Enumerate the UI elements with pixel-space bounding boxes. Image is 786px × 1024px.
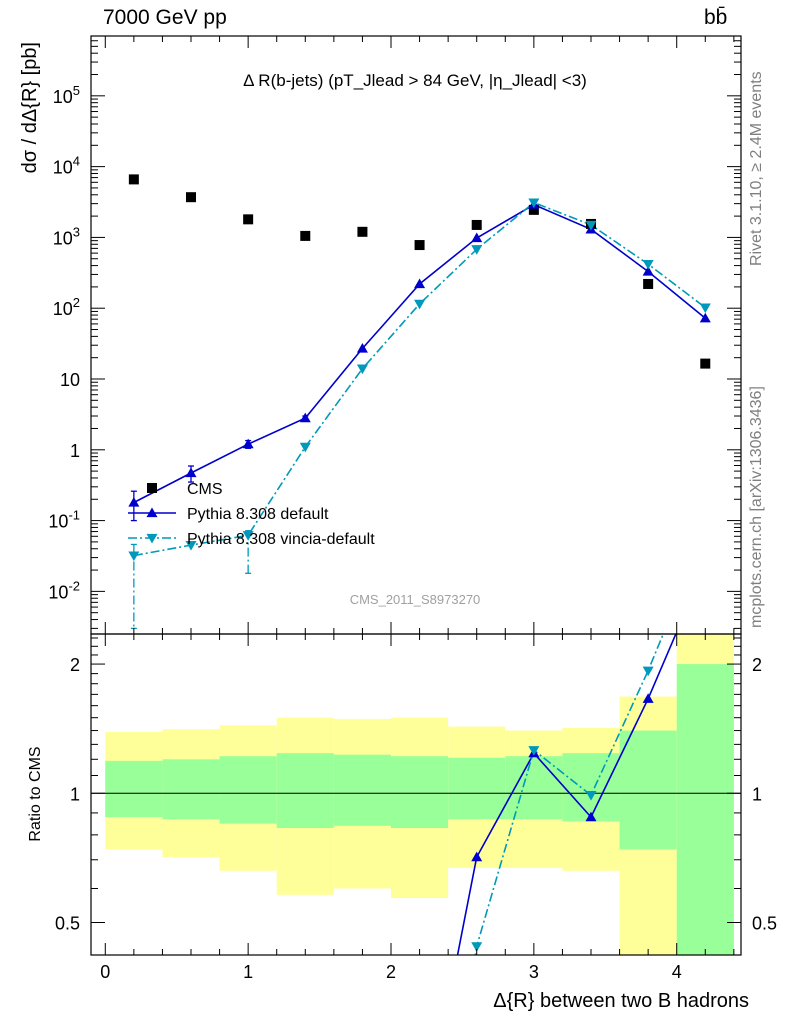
data-point-series-2 (128, 551, 140, 562)
data-point-series-2 (471, 245, 483, 255)
legend-entry-label: CMS (187, 481, 223, 498)
axes-frames (90, 35, 742, 956)
x-tick-label: 3 (529, 962, 539, 982)
ratio-y-tick-label-left: 1 (70, 784, 80, 804)
main-y-tick-label: 10-2 (48, 578, 80, 602)
ratio-point-series-0 (471, 851, 483, 862)
main-line-series-2 (133, 201, 706, 557)
ratio-point-series-1 (585, 791, 597, 801)
data-point-series-2 (185, 541, 197, 551)
data-point-series-1 (242, 438, 254, 449)
legend: CMS Pythia 8.308 default Pythia 8.308 vinc… (128, 481, 375, 548)
main-y-axis-label: dσ / dΔ{R} [pb] (19, 42, 41, 173)
ratio-point-series-1 (471, 942, 483, 952)
x-tick-label: 2 (386, 962, 396, 982)
main-y-tick-label: 10 (60, 370, 80, 390)
ratio-inner-band (562, 753, 620, 822)
legend-marker (147, 483, 157, 493)
data-point-series-0 (528, 204, 539, 215)
ratio-point-series-1 (642, 666, 654, 677)
ratio-inner-band (448, 757, 506, 820)
data-point-series-1 (414, 278, 426, 289)
data-point-series-2 (356, 364, 368, 375)
data-point-series-2 (414, 299, 426, 310)
ratio-inner-band (391, 756, 449, 829)
ratio-point-series-0 (585, 811, 597, 822)
ratio-inner-band (676, 664, 734, 955)
main-y-tick-label: 103 (53, 224, 80, 248)
axis-ticks: 0 1 2 3 4 10-2 10-1 1 10 102 103 104 105 0.5 0.5 1 1 2 2 (48, 35, 777, 982)
legend-marker (146, 507, 158, 518)
data-point-series-1 (642, 265, 654, 276)
data-point-series-1 (185, 467, 197, 478)
main-y-tick-label: 104 (53, 154, 80, 178)
data-point-series-1 (128, 497, 140, 507)
data-point-series-2 (585, 220, 597, 231)
ratio-inner-band (219, 756, 277, 824)
legend-entry-label: Pythia 8.308 default (187, 506, 329, 523)
x-axis-label: Δ{R} between two B hadrons (493, 990, 749, 1012)
legend-marker (146, 533, 158, 544)
ratio-y-tick-label-right: 1 (752, 784, 762, 804)
x-tick-label: 4 (672, 962, 682, 982)
ratio-y-axis-label: Ratio to CMS (27, 746, 44, 841)
data-point-series-0 (186, 192, 196, 203)
data-point-series-2 (528, 198, 540, 209)
legend-entry-label: Pythia 8.308 vincia-default (187, 531, 375, 548)
data-point-series-0 (128, 174, 139, 185)
ratio-y-tick-label-right: 0.5 (752, 913, 777, 933)
data-point-series-0 (357, 226, 368, 237)
data-point-series-0 (643, 278, 654, 289)
ratio-inner-band (619, 730, 677, 850)
main-y-tick-label: 1 (70, 441, 80, 461)
data-point-series-1 (699, 312, 711, 323)
analysis-watermark: CMS_2011_S8973270 (350, 592, 481, 607)
data-point-series-2 (642, 259, 654, 270)
x-tick-label: 0 (100, 962, 110, 982)
data-point-series-0 (471, 219, 482, 230)
data-point-series-2 (242, 531, 254, 541)
data-point-series-2 (699, 303, 711, 314)
main-series-markers (128, 174, 711, 562)
data-point-series-1 (299, 412, 311, 423)
ratio-y-tick-label-left: 0.5 (55, 913, 80, 933)
main-y-tick-label: 10-1 (48, 508, 80, 532)
ratio-point-series-1 (528, 746, 540, 756)
ratio-line-series-0 (456, 634, 677, 955)
ratio-markers (471, 666, 654, 952)
ratio-line-series-1 (474, 634, 665, 955)
data-point-series-0 (700, 358, 711, 369)
ratio-point-series-0 (642, 693, 654, 703)
main-y-tick-label: 102 (53, 295, 80, 319)
ratio-plot-frame (90, 633, 742, 956)
header-right-label: bb̄ (704, 6, 728, 29)
data-point-series-0 (243, 214, 254, 225)
data-point-series-0 (300, 230, 311, 241)
data-point-series-1 (356, 342, 368, 353)
data-point-series-2 (299, 442, 311, 453)
ratio-y-tick-label-left: 2 (70, 655, 80, 675)
ratio-inner-band (276, 753, 334, 829)
data-point-series-1 (471, 232, 483, 243)
x-tick-label: 1 (243, 962, 253, 982)
ratio-inner-band (333, 754, 391, 826)
ratio-lines (456, 634, 677, 955)
header-left-label: 7000 GeV pp (103, 6, 227, 29)
ratio-uncertainty-bands (91, 634, 741, 955)
data-point-series-0 (414, 240, 425, 251)
main-title: Δ R(b-jets) (pT_Jlead > 84 GeV, |η_Jlead… (243, 71, 587, 90)
ratio-inner-band (105, 760, 163, 818)
ratio-inner-band (162, 759, 220, 820)
main-y-tick-label: 105 (53, 83, 80, 107)
ratio-y-tick-label-right: 2 (752, 655, 762, 675)
main-series-lines (130, 201, 706, 630)
